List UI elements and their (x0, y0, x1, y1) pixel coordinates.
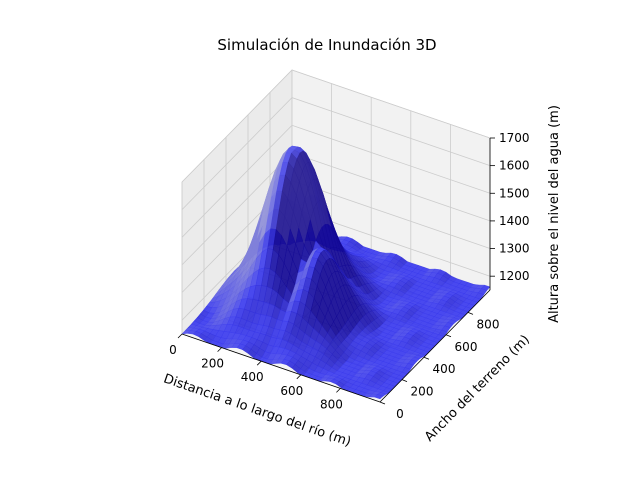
z-tick-label: 1300 (499, 242, 530, 256)
grid-line-z (181, 69, 491, 183)
y-tick-label: 200 (411, 385, 434, 399)
y-tick-mark (379, 401, 386, 405)
grid-line-z (181, 124, 491, 238)
z-tick-label: 1700 (499, 131, 530, 145)
x-tick-label: 800 (320, 397, 343, 411)
y-tick-label: 800 (477, 317, 500, 331)
y-tick-label: 400 (433, 362, 456, 376)
surface-cell (374, 394, 384, 400)
x-tick-mark (256, 360, 262, 366)
y-tick-label: 600 (455, 340, 478, 354)
x-tick-mark (217, 347, 222, 352)
tick-labels: 0 200 400 600 800 0 200 400 600 800 1200 1300 1400 15… (169, 131, 529, 421)
z-tick-label: 1400 (499, 214, 530, 228)
y-tick-label: 0 (396, 407, 404, 421)
x-tick-label: 400 (241, 370, 264, 384)
z-axis-label: Altura sobre el nivel del agua (m) (547, 105, 562, 323)
grid-line-z (181, 97, 491, 210)
axis-lines (181, 138, 491, 403)
x-tick-label: 600 (280, 384, 303, 398)
y-tick-mark (445, 334, 452, 338)
y-axis-line (379, 289, 491, 403)
x-tick-label: 0 (169, 343, 177, 357)
z-tick-label: 1600 (499, 159, 530, 173)
chart-title: Simulación de Inundación 3D (217, 36, 436, 54)
x-axis-line (181, 333, 381, 403)
z-tick-label: 1500 (499, 186, 530, 200)
z-tick-label: 1200 (499, 269, 530, 283)
x-tick-mark (336, 388, 341, 393)
y-tick-mark (467, 312, 474, 315)
y-tick-mark (401, 379, 408, 382)
x-tick-label: 200 (201, 357, 224, 371)
y-axis-label: Ancho del terreno (m) (422, 332, 533, 445)
x-tick-mark (296, 374, 302, 380)
x-tick-mark (177, 333, 183, 339)
surface-mesh (181, 145, 491, 400)
y-tick-mark (423, 356, 430, 360)
